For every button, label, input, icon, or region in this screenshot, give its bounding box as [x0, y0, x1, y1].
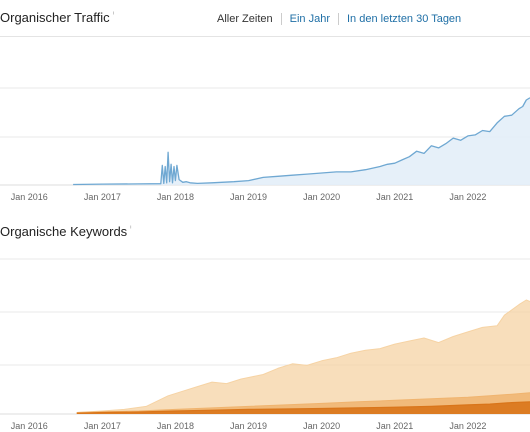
x-tick-label: Jan 2018 — [157, 192, 194, 202]
info-icon[interactable]: ⁱ — [112, 10, 115, 19]
keywords-section-title: Organische Keywords ⁱ — [0, 224, 132, 239]
series-3-line — [76, 401, 530, 414]
x-tick-label: Jan 2019 — [230, 192, 267, 202]
info-icon[interactable]: ⁱ — [130, 224, 132, 233]
series-1-area — [73, 97, 530, 185]
traffic-chart: Jan 2016 Jan 2017 Jan 2018 Jan 2019 Jan 2020… — [0, 87, 530, 202]
x-tick-label: Jan 2017 — [84, 192, 121, 202]
header-divider — [0, 36, 530, 37]
x-tick-label: Jan 2022 — [449, 421, 486, 431]
x-tick-label: Jan 2020 — [303, 421, 340, 431]
series-2-line — [76, 392, 530, 413]
keywords-title: Organische Keywords — [0, 224, 128, 239]
x-tick-label: Jan 2016 — [11, 192, 48, 202]
tab-divider — [280, 13, 282, 25]
traffic-section-title: Organischer Traffic ⁱ — [0, 10, 114, 25]
series-1-line — [76, 299, 530, 413]
x-tick-label: Jan 2016 — [11, 421, 48, 431]
time-range-tabs: Aller Zeiten Ein Jahr In den letzten 30 … — [217, 13, 461, 25]
series-1-line — [73, 97, 530, 186]
x-tick-label: Jan 2017 — [84, 421, 121, 431]
tab-divider — [338, 13, 339, 25]
tab-last-30-days[interactable]: In den letzten 30 Tagen — [347, 13, 462, 25]
tab-all-time[interactable]: Aller Zeiten — [217, 13, 273, 25]
series-1-area — [76, 300, 530, 414]
x-tick-label: Jan 2019 — [230, 421, 267, 431]
x-tick-label: Jan 2021 — [376, 421, 413, 431]
tab-one-year[interactable]: Ein Jahr — [289, 13, 330, 25]
x-tick-label: Jan 2020 — [303, 192, 340, 202]
traffic-title: Organischer Traffic — [0, 10, 110, 25]
x-tick-label: Jan 2018 — [157, 421, 194, 431]
x-tick-label: Jan 2021 — [376, 192, 413, 202]
x-tick-label: Jan 2022 — [449, 192, 486, 202]
